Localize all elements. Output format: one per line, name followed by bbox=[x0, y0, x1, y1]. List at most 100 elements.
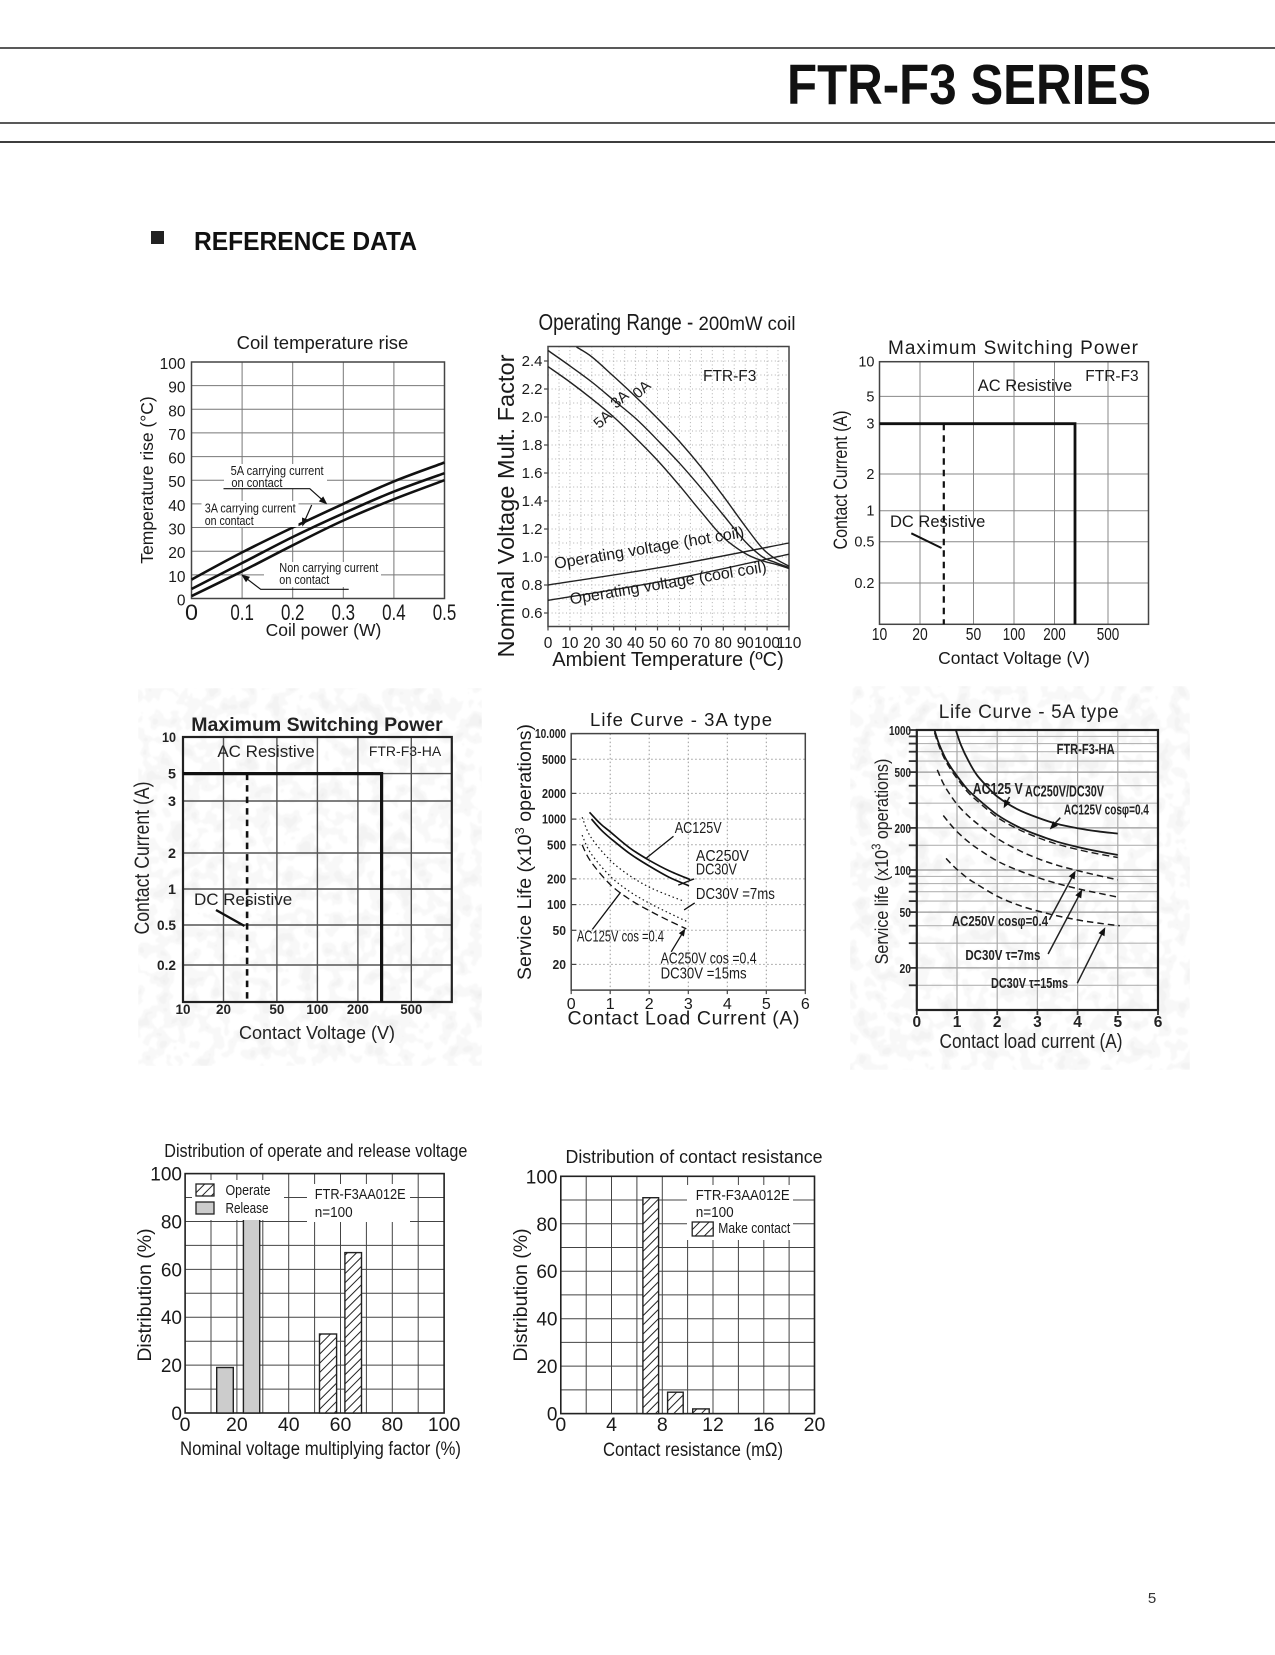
svg-text:200: 200 bbox=[895, 821, 912, 836]
svg-text:Temperature rise (°C): Temperature rise (°C) bbox=[137, 396, 157, 563]
svg-text:200: 200 bbox=[347, 1001, 369, 1017]
svg-text:60: 60 bbox=[330, 1414, 352, 1436]
svg-text:Coil temperature rise: Coil temperature rise bbox=[237, 332, 409, 353]
svg-text:2: 2 bbox=[993, 1014, 1002, 1031]
svg-text:AC125 V: AC125 V bbox=[973, 781, 1024, 798]
svg-text:Distribution of operate and re: Distribution of operate and release volt… bbox=[164, 1141, 467, 1161]
svg-text:DC30V τ=15ms: DC30V τ=15ms bbox=[991, 975, 1068, 992]
svg-text:Make contact: Make contact bbox=[718, 1221, 790, 1237]
svg-text:100: 100 bbox=[754, 635, 780, 652]
svg-text:1: 1 bbox=[953, 1014, 962, 1031]
svg-text:40: 40 bbox=[168, 498, 186, 515]
svg-text:50: 50 bbox=[168, 474, 186, 491]
svg-text:5: 5 bbox=[168, 766, 176, 782]
svg-text:16: 16 bbox=[753, 1414, 775, 1436]
svg-text:6: 6 bbox=[1154, 1014, 1163, 1031]
svg-text:AC Resistive: AC Resistive bbox=[978, 377, 1072, 395]
svg-text:6: 6 bbox=[801, 996, 810, 1013]
svg-text:0.5: 0.5 bbox=[433, 600, 457, 625]
svg-text:FTR-F3: FTR-F3 bbox=[703, 368, 756, 385]
svg-text:AC125V cos =0.4: AC125V cos =0.4 bbox=[577, 929, 664, 946]
svg-text:AC250V: AC250V bbox=[696, 848, 749, 865]
svg-text:FTR-F3AA012E: FTR-F3AA012E bbox=[696, 1188, 790, 1204]
svg-text:Maximum Switching Power: Maximum Switching Power bbox=[888, 338, 1139, 359]
svg-text:20: 20 bbox=[161, 1356, 182, 1377]
svg-text:60: 60 bbox=[161, 1260, 182, 1281]
svg-text:Operating Range - 200mW coil: Operating Range - 200mW coil bbox=[539, 309, 796, 335]
svg-text:DC30V =15ms: DC30V =15ms bbox=[661, 965, 747, 982]
svg-text:1000: 1000 bbox=[542, 813, 566, 827]
svg-text:0: 0 bbox=[171, 1404, 182, 1425]
svg-text:0: 0 bbox=[547, 1405, 558, 1426]
svg-text:50: 50 bbox=[269, 1001, 284, 1017]
svg-text:Ambient Temperature (ºC): Ambient Temperature (ºC) bbox=[552, 649, 783, 671]
svg-text:0.4: 0.4 bbox=[382, 600, 406, 625]
svg-text:80: 80 bbox=[715, 635, 733, 652]
svg-text:Service Life (x103 operations): Service Life (x103 operations) bbox=[512, 724, 537, 980]
svg-text:Coil power (W): Coil power (W) bbox=[266, 620, 382, 640]
svg-text:100: 100 bbox=[160, 356, 186, 373]
svg-text:5000: 5000 bbox=[542, 753, 566, 767]
svg-text:50: 50 bbox=[649, 635, 667, 652]
svg-text:Service life (x103 operations): Service life (x103 operations) bbox=[869, 759, 892, 965]
svg-text:80: 80 bbox=[381, 1414, 403, 1436]
svg-text:0: 0 bbox=[567, 996, 576, 1013]
svg-text:100: 100 bbox=[1003, 624, 1026, 644]
svg-text:100: 100 bbox=[428, 1414, 461, 1436]
svg-text:AC125V: AC125V bbox=[675, 820, 722, 837]
svg-text:3: 3 bbox=[684, 996, 693, 1013]
svg-text:500: 500 bbox=[400, 1001, 422, 1017]
svg-text:60: 60 bbox=[168, 451, 186, 468]
svg-text:2.2: 2.2 bbox=[522, 381, 543, 398]
svg-text:0.1: 0.1 bbox=[230, 600, 254, 625]
svg-text:DC30V =7ms: DC30V =7ms bbox=[696, 886, 775, 903]
svg-text:Contact Voltage (V): Contact Voltage (V) bbox=[938, 648, 1090, 668]
svg-text:10: 10 bbox=[162, 729, 176, 745]
svg-text:1.0: 1.0 bbox=[522, 549, 543, 566]
svg-text:2.4: 2.4 bbox=[522, 353, 543, 370]
svg-text:Distribution (%): Distribution (%) bbox=[510, 1228, 532, 1361]
svg-text:10: 10 bbox=[858, 355, 874, 371]
svg-text:20: 20 bbox=[912, 624, 928, 644]
svg-text:60: 60 bbox=[671, 635, 689, 652]
svg-text:FTR-F3-HA: FTR-F3-HA bbox=[369, 743, 442, 759]
svg-text:Non carrying current: Non carrying current bbox=[279, 561, 378, 575]
svg-text:80: 80 bbox=[161, 1213, 182, 1234]
svg-text:AC125V cosφ=0.4: AC125V cosφ=0.4 bbox=[1064, 802, 1149, 819]
svg-text:0.5: 0.5 bbox=[854, 535, 874, 551]
svg-text:1: 1 bbox=[866, 504, 874, 520]
svg-text:40: 40 bbox=[627, 635, 645, 652]
svg-text:50: 50 bbox=[553, 924, 567, 938]
svg-text:20: 20 bbox=[226, 1414, 248, 1436]
svg-text:n=100: n=100 bbox=[315, 1205, 353, 1221]
svg-text:Operate: Operate bbox=[226, 1183, 271, 1199]
svg-text:0.2: 0.2 bbox=[157, 957, 176, 973]
svg-text:5: 5 bbox=[1148, 1590, 1156, 1607]
svg-text:Contact resistance (mΩ): Contact resistance (mΩ) bbox=[603, 1440, 783, 1461]
svg-text:30: 30 bbox=[605, 635, 623, 652]
svg-text:20: 20 bbox=[900, 961, 912, 976]
svg-text:3: 3 bbox=[168, 793, 176, 809]
svg-text:20: 20 bbox=[536, 1357, 557, 1378]
svg-text:Nominal Voltage Mult. Factor: Nominal Voltage Mult. Factor bbox=[493, 354, 519, 657]
svg-text:Contact Current (A): Contact Current (A) bbox=[131, 782, 154, 935]
svg-text:1.4: 1.4 bbox=[522, 493, 543, 510]
svg-text:0.5: 0.5 bbox=[157, 917, 176, 933]
svg-text:Nominal voltage multiplying fa: Nominal voltage multiplying factor (%) bbox=[180, 1439, 461, 1460]
svg-text:Contact Load Current (A): Contact Load Current (A) bbox=[568, 1008, 800, 1030]
svg-text:Life Curve - 5A type: Life Curve - 5A type bbox=[939, 702, 1119, 723]
svg-text:n=100: n=100 bbox=[696, 1205, 734, 1221]
svg-text:10.000: 10.000 bbox=[535, 727, 566, 741]
svg-text:90: 90 bbox=[737, 635, 755, 652]
svg-text:90: 90 bbox=[168, 380, 186, 397]
svg-text:3A carrying current: 3A carrying current bbox=[205, 501, 296, 515]
svg-text:0.3: 0.3 bbox=[332, 600, 356, 625]
svg-text:Release: Release bbox=[226, 1201, 269, 1217]
svg-text:0.6: 0.6 bbox=[522, 605, 543, 622]
svg-text:REFERENCE DATA: REFERENCE DATA bbox=[194, 226, 417, 256]
svg-text:5: 5 bbox=[1113, 1014, 1122, 1031]
svg-text:Distribution (%): Distribution (%) bbox=[134, 1228, 156, 1361]
svg-text:Life Curve - 3A type: Life Curve - 3A type bbox=[590, 709, 772, 730]
svg-text:20: 20 bbox=[168, 545, 186, 562]
svg-text:on contact: on contact bbox=[205, 514, 254, 528]
